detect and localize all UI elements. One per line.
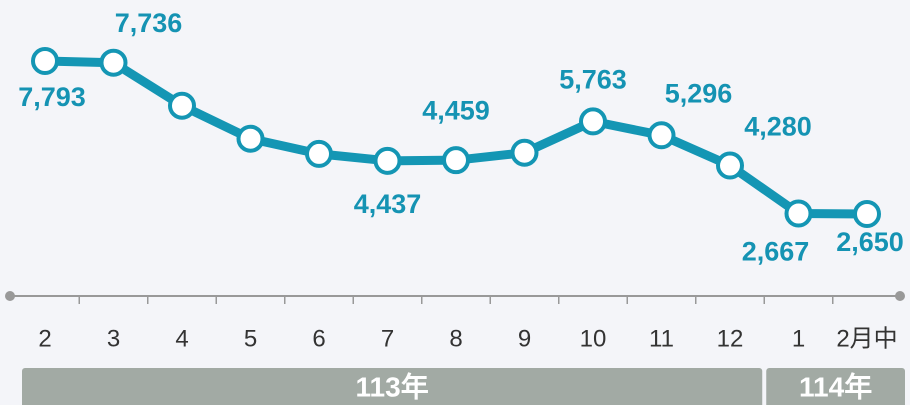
point [168, 91, 196, 120]
value-label: 7,793 [18, 82, 86, 112]
value-label: 4,280 [744, 112, 812, 142]
value-label: 7,736 [115, 8, 183, 38]
x-tick-label: 6 [312, 325, 325, 352]
point [853, 200, 881, 228]
point [442, 146, 470, 175]
x-tick-label: 11 [649, 325, 674, 352]
x-tick-label: 3 [107, 325, 120, 352]
value-label: 5,296 [665, 78, 733, 108]
x-tick-label: 5 [244, 325, 257, 352]
x-tick-label: 1 [792, 325, 805, 352]
value-label: 2,650 [836, 227, 904, 257]
point [31, 47, 59, 75]
x-tick-label: 2月中 [836, 325, 897, 352]
point [305, 139, 333, 168]
value-label: 4,459 [422, 95, 490, 125]
x-tick-label: 10 [580, 325, 607, 352]
x-tick-label: 7 [381, 325, 394, 352]
point [236, 124, 265, 153]
x-tick-label: 12 [717, 325, 744, 352]
year-label: 113年 [356, 370, 429, 402]
axis-end [895, 291, 905, 301]
year-band [22, 368, 763, 405]
value-label: 5,763 [559, 65, 627, 95]
x-tick-label: 4 [175, 325, 188, 352]
value-label: 2,667 [742, 237, 810, 267]
point [784, 199, 813, 228]
x-tick-label: 9 [518, 325, 531, 352]
x-tick-label: 2 [38, 325, 51, 352]
point [579, 107, 607, 136]
point [373, 146, 402, 175]
value-label: 4,437 [354, 189, 422, 219]
x-tick-label: 8 [449, 325, 462, 352]
axis-end [5, 291, 15, 301]
year-band [766, 368, 905, 405]
point [716, 151, 744, 180]
point [647, 121, 676, 150]
year-label: 114年 [799, 370, 872, 402]
point [99, 48, 128, 77]
point [510, 138, 539, 167]
